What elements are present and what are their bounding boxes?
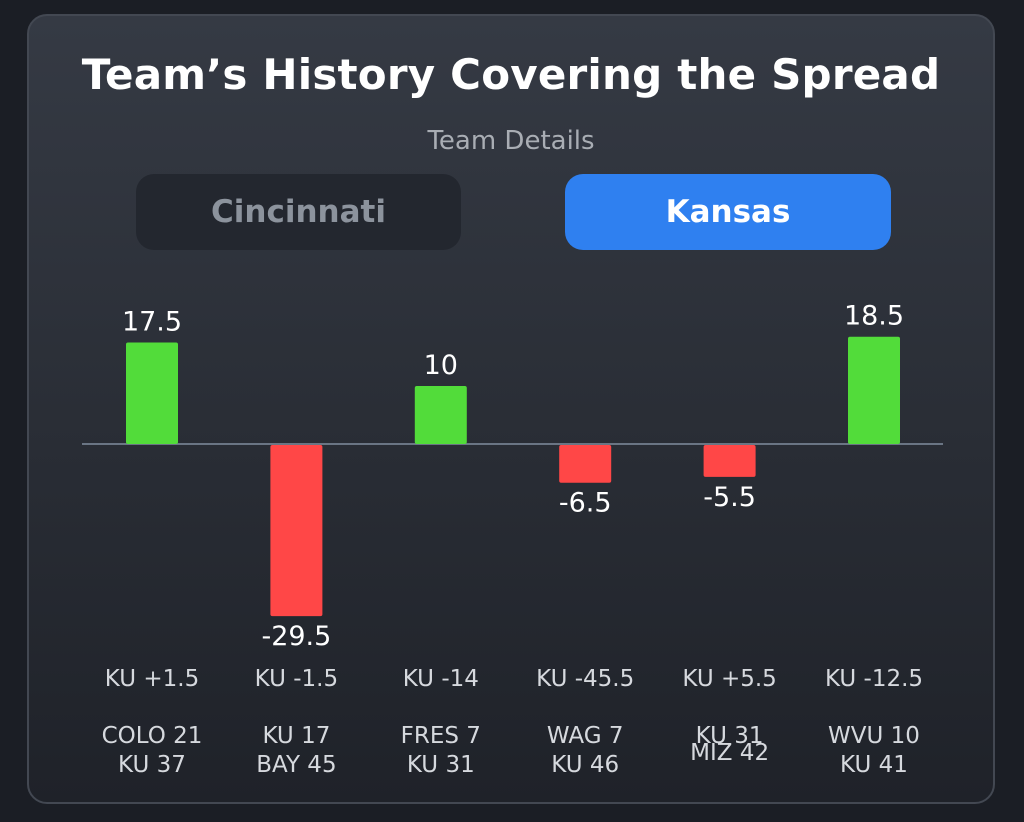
- spread-label: KU -12.5: [825, 666, 923, 692]
- spread-label: KU -14: [403, 666, 479, 692]
- score-line-2: KU 31: [407, 752, 475, 778]
- bar-value-label: -29.5: [261, 621, 331, 652]
- bar-value-label: 17.5: [122, 307, 182, 338]
- bar-value-label: 10: [424, 350, 458, 381]
- spread-label: KU -1.5: [255, 666, 339, 692]
- score-line-1: KU 31: [696, 723, 764, 749]
- score-line-1: WAG 7: [547, 723, 624, 749]
- bar-group: [126, 336, 900, 617]
- page-subtitle: Team Details: [427, 126, 595, 156]
- team-button-kansas[interactable]: Kansas: [565, 174, 891, 250]
- score-line-1: WVU 10: [828, 723, 920, 749]
- bar-value-label: 18.5: [844, 301, 904, 332]
- score-label-group: COLO 21 KU 37 KU 17 BAY 45 FRES 7 KU 31 WAG 7 K…: [102, 723, 920, 778]
- category-label-group: KU +1.5 KU -1.5 KU -14 KU -45.5 KU +5.5 KU -1…: [105, 666, 923, 692]
- score-line-2: KU 41: [840, 752, 908, 778]
- bar: [270, 445, 323, 617]
- bar: [559, 445, 612, 483]
- spread-label: KU -45.5: [536, 666, 634, 692]
- score-line-2: BAY 45: [256, 752, 336, 778]
- page-title: Team’s History Covering the Spread: [81, 50, 941, 99]
- score-line-1: KU 17: [262, 723, 330, 749]
- chart-card: Team’s History Covering the Spread Team …: [27, 14, 995, 804]
- bar: [126, 342, 178, 444]
- score-line-2: KU 37: [118, 752, 186, 778]
- bar: [703, 445, 756, 477]
- spread-label: KU +5.5: [682, 666, 776, 692]
- bar-value-label: -5.5: [703, 482, 756, 513]
- score-line-2: KU 46: [551, 752, 619, 778]
- score-line-1: FRES 7: [401, 723, 481, 749]
- spread-label: KU +1.5: [105, 666, 199, 692]
- value-label-group: 17.5 -29.5 10 -6.5 -5.5 18.5: [122, 301, 904, 652]
- bar: [414, 386, 467, 444]
- bar-value-label: -6.5: [559, 488, 612, 519]
- team-button-cincinnati[interactable]: Cincinnati: [136, 174, 461, 250]
- bar: [848, 336, 900, 444]
- score-line-1: COLO 21: [102, 723, 203, 749]
- score-line-2: MIZ 42: [690, 740, 769, 766]
